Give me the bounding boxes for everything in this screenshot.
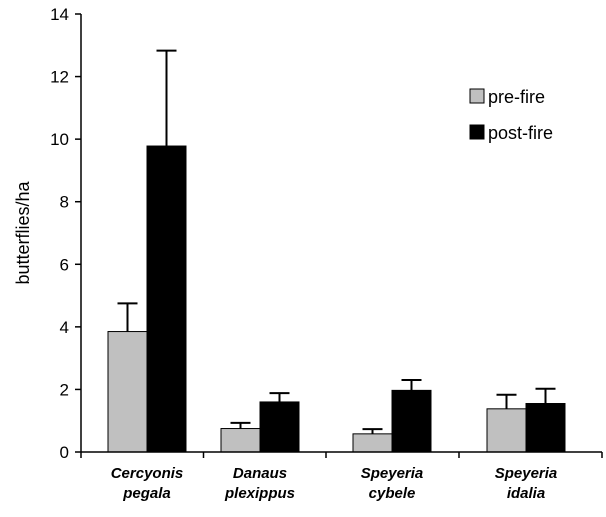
y-tick-label: 2: [60, 380, 69, 399]
legend-swatch-pre-fire: [469, 88, 485, 104]
category-labels: Cercyonis pegala Danaus plexippus Speyeria cy…: [111, 465, 558, 502]
bar-post-fire-1: [259, 401, 300, 453]
bars-layer: [107, 145, 566, 453]
y-tick-label: 6: [60, 255, 69, 274]
category-label: pegala: [122, 485, 171, 502]
category-label: cybele: [369, 485, 416, 502]
legend-label-pre-fire: pre-fire: [488, 87, 545, 107]
category-label: Speyeria: [495, 465, 558, 482]
x-ticks: [80, 452, 603, 458]
y-axis-label: butterflies/ha: [13, 180, 33, 284]
category-label: idalia: [507, 485, 545, 502]
error-bars-layer: [117, 49, 556, 434]
y-ticks: 0 2 4 6 8 10 12 14: [50, 5, 81, 462]
y-tick-label: 14: [50, 5, 69, 24]
y-tick-label: 12: [50, 68, 69, 87]
y-tick-label: 10: [50, 130, 69, 149]
y-tick-label: 8: [60, 193, 69, 212]
category-label: plexippus: [224, 485, 295, 502]
bar-pre-fire-0: [107, 331, 148, 453]
legend-swatch-post-fire: [469, 124, 485, 140]
legend: pre-fire post-fire: [469, 87, 553, 143]
bar-pre-fire-1: [220, 428, 261, 453]
legend-label-post-fire: post-fire: [488, 123, 553, 143]
bar-post-fire-3: [525, 403, 566, 453]
category-label: Cercyonis: [111, 465, 184, 482]
y-tick-label: 0: [60, 443, 69, 462]
bar-post-fire-0: [146, 145, 187, 453]
category-label: Speyeria: [361, 465, 424, 482]
category-label: Danaus: [233, 465, 287, 482]
bar-pre-fire-3: [486, 408, 527, 453]
bar-post-fire-2: [391, 389, 432, 453]
y-tick-label: 4: [60, 318, 69, 337]
bar-pre-fire-2: [352, 433, 393, 453]
